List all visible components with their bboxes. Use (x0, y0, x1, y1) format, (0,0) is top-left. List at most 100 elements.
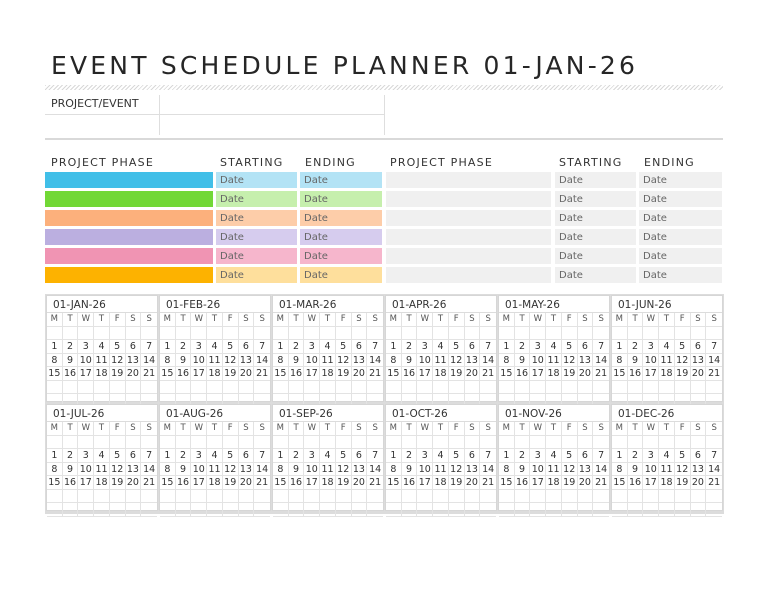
day-cell[interactable]: 19 (222, 367, 239, 381)
day-cell[interactable] (141, 490, 157, 503)
day-cell[interactable]: 8 (386, 462, 402, 476)
day-cell[interactable]: 17 (643, 367, 660, 381)
day-cell[interactable] (273, 503, 289, 517)
day-cell[interactable] (433, 326, 449, 340)
day-cell[interactable] (674, 503, 691, 517)
day-cell[interactable] (160, 326, 176, 340)
day-cell[interactable]: 18 (659, 367, 675, 381)
day-cell[interactable]: 11 (546, 462, 562, 476)
day-cell[interactable]: 19 (448, 476, 465, 490)
day-cell[interactable]: 21 (480, 368, 496, 381)
day-cell[interactable]: 12 (222, 353, 239, 367)
day-cell[interactable] (593, 490, 609, 503)
day-cell[interactable]: 10 (417, 462, 434, 476)
day-cell[interactable]: 15 (273, 476, 289, 490)
day-cell[interactable] (612, 489, 628, 503)
day-cell[interactable] (288, 380, 305, 394)
day-cell[interactable] (288, 503, 305, 517)
start-date-cell[interactable]: Date (555, 210, 636, 226)
day-cell[interactable]: 21 (254, 368, 270, 381)
day-cell[interactable] (706, 381, 722, 394)
day-cell[interactable] (480, 327, 496, 340)
day-cell[interactable] (335, 326, 352, 340)
day-cell[interactable] (417, 380, 434, 394)
day-cell[interactable]: 12 (561, 353, 578, 367)
day-cell[interactable] (499, 503, 515, 517)
day-cell[interactable]: 14 (367, 354, 383, 367)
start-date-cell[interactable]: Date (555, 172, 636, 188)
day-cell[interactable] (612, 503, 628, 517)
day-cell[interactable]: 3 (530, 449, 547, 463)
day-cell[interactable]: 5 (109, 340, 126, 354)
day-cell[interactable]: 7 (593, 340, 609, 354)
day-cell[interactable] (160, 435, 176, 449)
day-cell[interactable] (351, 503, 368, 517)
day-cell[interactable]: 21 (141, 368, 157, 381)
end-date-cell[interactable]: Date (300, 172, 382, 188)
day-cell[interactable] (238, 489, 255, 503)
day-cell[interactable] (175, 489, 192, 503)
day-cell[interactable]: 14 (367, 463, 383, 476)
day-cell[interactable]: 20 (125, 367, 142, 381)
day-cell[interactable]: 20 (238, 367, 255, 381)
start-date-cell[interactable]: Date (216, 267, 297, 283)
day-cell[interactable]: 5 (674, 340, 691, 354)
end-date-cell[interactable]: Date (300, 267, 382, 283)
day-cell[interactable] (222, 503, 239, 517)
day-cell[interactable]: 20 (125, 476, 142, 490)
end-date-cell[interactable]: Date (300, 248, 382, 264)
day-cell[interactable] (78, 503, 95, 517)
day-cell[interactable]: 2 (175, 449, 192, 463)
day-cell[interactable]: 14 (480, 354, 496, 367)
day-cell[interactable]: 19 (674, 367, 691, 381)
day-cell[interactable]: 14 (254, 463, 270, 476)
day-cell[interactable] (464, 503, 481, 517)
day-cell[interactable]: 10 (191, 353, 208, 367)
day-cell[interactable]: 8 (160, 462, 176, 476)
day-cell[interactable]: 18 (433, 476, 449, 490)
day-cell[interactable]: 13 (351, 353, 368, 367)
day-cell[interactable]: 9 (288, 353, 305, 367)
day-cell[interactable]: 17 (530, 367, 547, 381)
day-cell[interactable] (191, 380, 208, 394)
day-cell[interactable] (320, 435, 336, 449)
day-cell[interactable]: 9 (627, 353, 644, 367)
day-cell[interactable]: 17 (78, 476, 95, 490)
day-cell[interactable] (175, 380, 192, 394)
day-cell[interactable]: 13 (464, 353, 481, 367)
day-cell[interactable]: 3 (417, 449, 434, 463)
day-cell[interactable] (386, 489, 402, 503)
day-cell[interactable]: 21 (480, 477, 496, 490)
day-cell[interactable] (78, 326, 95, 340)
start-date-cell[interactable]: Date (555, 191, 636, 207)
day-cell[interactable]: 6 (690, 449, 707, 463)
day-cell[interactable]: 18 (94, 367, 110, 381)
day-cell[interactable]: 13 (577, 462, 594, 476)
day-cell[interactable] (367, 327, 383, 340)
day-cell[interactable]: 4 (659, 449, 675, 463)
day-cell[interactable]: 16 (401, 367, 418, 381)
day-cell[interactable]: 13 (690, 462, 707, 476)
day-cell[interactable]: 1 (47, 449, 63, 463)
day-cell[interactable] (593, 327, 609, 340)
day-cell[interactable]: 20 (464, 476, 481, 490)
day-cell[interactable] (367, 381, 383, 394)
day-cell[interactable] (109, 326, 126, 340)
day-cell[interactable]: 6 (125, 340, 142, 354)
day-cell[interactable] (530, 326, 547, 340)
day-cell[interactable] (62, 380, 79, 394)
day-cell[interactable] (593, 436, 609, 449)
day-cell[interactable] (175, 435, 192, 449)
day-cell[interactable]: 10 (417, 353, 434, 367)
day-cell[interactable] (335, 489, 352, 503)
day-cell[interactable] (141, 436, 157, 449)
day-cell[interactable] (47, 435, 63, 449)
day-cell[interactable] (401, 326, 418, 340)
day-cell[interactable] (546, 503, 562, 517)
day-cell[interactable]: 9 (288, 462, 305, 476)
day-cell[interactable]: 2 (514, 449, 531, 463)
day-cell[interactable]: 14 (480, 463, 496, 476)
day-cell[interactable] (643, 435, 660, 449)
day-cell[interactable] (125, 503, 142, 517)
day-cell[interactable]: 12 (109, 353, 126, 367)
